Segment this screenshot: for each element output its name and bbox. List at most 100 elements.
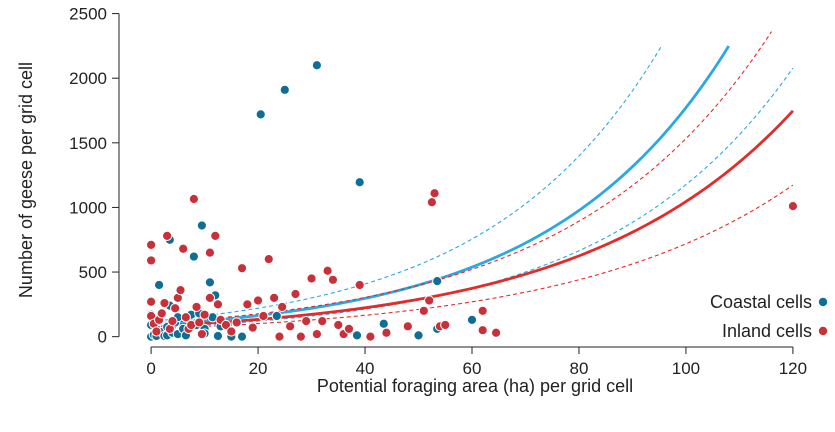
legend-label-coastal: Coastal cells	[710, 292, 812, 312]
fit-lower-inland	[151, 184, 794, 330]
point-inland	[175, 285, 186, 296]
point-inland	[242, 299, 253, 310]
point-inland	[381, 327, 392, 338]
x-tick-label: 0	[146, 359, 155, 378]
point-inland	[145, 255, 157, 266]
data-points	[145, 60, 799, 342]
legend-label-inland: Inland cells	[722, 321, 812, 341]
point-inland	[162, 230, 173, 241]
point-inland	[196, 328, 207, 340]
point-inland	[402, 321, 413, 332]
x-tick-label: 100	[672, 359, 700, 378]
point-inland	[191, 301, 202, 313]
point-inland	[477, 305, 488, 316]
y-tick-label: 0	[98, 328, 107, 347]
x-tick-label: 40	[356, 359, 375, 378]
point-inland	[306, 273, 317, 284]
point-coastal	[154, 279, 165, 291]
legend-marker-inland	[818, 326, 828, 336]
point-inland	[274, 331, 285, 342]
point-coastal	[188, 251, 199, 262]
point-inland	[290, 288, 301, 300]
point-inland	[424, 295, 435, 306]
point-coastal	[311, 60, 322, 71]
point-inland	[204, 292, 216, 303]
point-inland	[285, 321, 296, 332]
fit-lines	[150, 31, 794, 330]
axes: 0 500 1000 1500 2000 2500 0 20 40 60 80 100 120	[69, 5, 807, 378]
point-inland	[212, 299, 224, 310]
point-inland	[365, 331, 376, 342]
point-inland	[188, 193, 199, 205]
point-inland	[252, 295, 264, 306]
point-coastal	[432, 275, 443, 287]
point-coastal	[413, 330, 424, 341]
point-inland	[210, 230, 221, 241]
point-inland	[145, 239, 157, 251]
point-inland	[440, 319, 451, 331]
point-coastal	[351, 330, 363, 341]
point-inland	[418, 305, 429, 316]
point-inland	[226, 326, 237, 337]
y-tick-label: 2500	[69, 5, 107, 24]
point-inland	[317, 316, 328, 327]
point-inland	[231, 317, 242, 328]
point-inland	[236, 263, 248, 274]
plot-area	[145, 31, 799, 342]
fit-upper-inland	[151, 31, 772, 324]
fit-line-inland	[151, 109, 794, 328]
point-coastal	[271, 310, 282, 322]
legend-marker-coastal	[818, 297, 828, 307]
legend: Coastal cells Inland cells	[710, 292, 828, 341]
point-inland	[180, 312, 191, 323]
x-tick-label: 60	[463, 359, 482, 378]
point-coastal	[279, 84, 290, 95]
x-tick-label: 80	[570, 359, 589, 378]
point-inland	[327, 274, 339, 285]
y-ticks: 0 500 1000 1500 2000 2500	[69, 5, 119, 347]
point-coastal	[204, 277, 216, 288]
point-inland	[429, 188, 440, 199]
point-inland	[787, 201, 799, 212]
point-inland	[178, 243, 189, 254]
fit-upper-coastal	[151, 45, 663, 322]
point-inland	[490, 327, 502, 338]
y-tick-label: 500	[79, 263, 107, 282]
point-inland	[311, 328, 322, 340]
point-inland	[199, 309, 210, 320]
point-inland	[220, 319, 232, 331]
y-tick-label: 2000	[69, 69, 107, 88]
point-inland	[269, 292, 280, 303]
point-coastal	[466, 314, 478, 325]
point-inland	[167, 316, 178, 327]
point-inland	[151, 326, 162, 337]
point-inland	[301, 316, 312, 327]
y-tick-label: 1500	[69, 134, 107, 153]
point-coastal	[378, 318, 389, 329]
point-inland	[333, 319, 344, 331]
point-inland	[258, 310, 269, 322]
point-inland	[170, 303, 181, 314]
point-inland	[247, 322, 258, 333]
point-inland	[204, 247, 216, 258]
point-coastal	[212, 330, 224, 342]
point-inland	[145, 296, 157, 307]
point-inland	[295, 331, 306, 342]
point-coastal	[354, 177, 365, 188]
point-inland	[426, 197, 437, 208]
point-coastal	[255, 109, 266, 120]
point-coastal	[236, 331, 248, 342]
x-ticks: 0 20 40 60 80 100 120	[146, 347, 807, 378]
y-axis-title: Number of geese per grid cell	[16, 62, 36, 298]
point-inland	[477, 325, 488, 336]
point-inland	[343, 323, 355, 335]
x-tick-label: 20	[249, 359, 268, 378]
y-tick-label: 1000	[69, 198, 107, 217]
point-inland	[277, 301, 288, 313]
x-tick-label: 120	[779, 359, 807, 378]
point-inland	[156, 308, 167, 319]
point-inland	[322, 265, 333, 276]
point-inland	[354, 279, 365, 291]
point-inland	[263, 254, 274, 265]
